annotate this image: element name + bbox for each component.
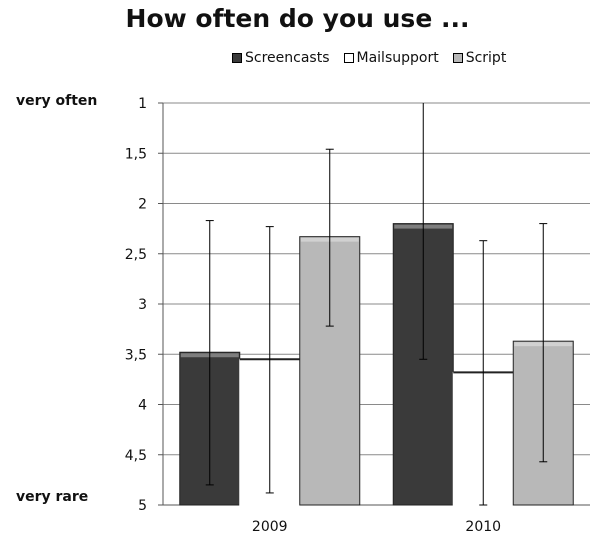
legend-label-script: Script — [465, 50, 507, 66]
legend-item-script: Script — [452, 50, 507, 66]
y-tick-label: 4,5 — [125, 448, 147, 464]
legend-item-screencasts: Screencasts — [232, 50, 330, 66]
chart-title: How often do you use ... — [125, 4, 470, 33]
y-tick-label: 3 — [138, 297, 147, 313]
y-tick-label: 1,5 — [125, 146, 147, 162]
y-tick-label: 1 — [138, 96, 147, 112]
y-tick-label: 5 — [138, 498, 147, 514]
legend-swatch-script — [452, 53, 463, 63]
y-tick-label: 3,5 — [125, 347, 147, 363]
x-tick-label: 2009 — [252, 519, 288, 535]
legend-item-mailsupport: Mailsupport — [343, 50, 439, 66]
y-label-top: very often — [16, 93, 98, 109]
legend-swatch-screencasts — [232, 53, 242, 63]
y-tick-label: 2,5 — [125, 247, 147, 263]
legend-label-mailsupport: Mailsupport — [356, 50, 439, 66]
legend-swatch-mailsupport — [343, 53, 354, 63]
legend-label-screencasts: Screencasts — [245, 50, 330, 66]
y-tick-label: 2 — [138, 197, 147, 213]
y-tick-label: 4 — [138, 398, 147, 414]
y-label-bottom: very rare — [16, 489, 89, 505]
legend: Screencasts Mailsupport Script — [232, 50, 506, 66]
x-tick-label: 2010 — [465, 519, 501, 535]
